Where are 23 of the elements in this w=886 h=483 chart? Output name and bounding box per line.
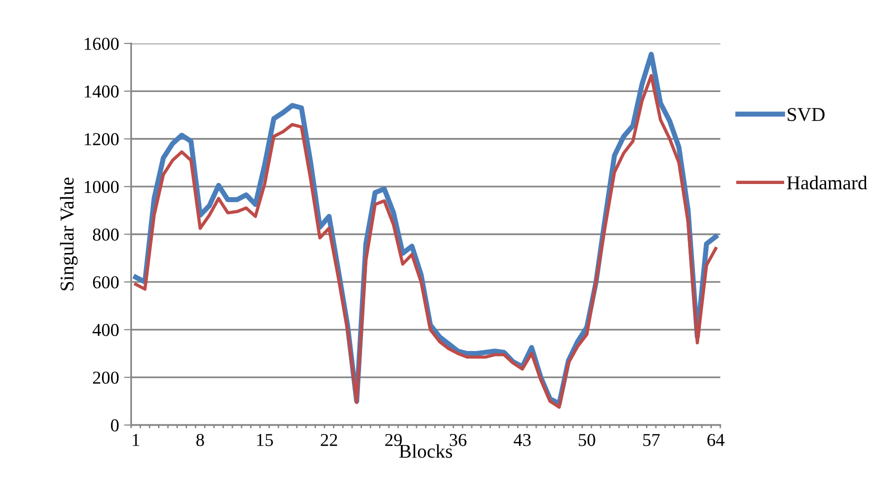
x-tick-label: 57 [643,434,660,446]
x-tick-label: 50 [578,434,596,446]
x-axis-title: Blocks [399,444,452,458]
y-tick-label: 600 [93,276,119,288]
x-tick-label: 36 [450,434,466,446]
legend-label: SVD [788,108,825,122]
y-axis-title: Singular Value [60,178,78,290]
y-tick-label: 0 [110,419,119,432]
legend-label: Hadamard [786,176,868,190]
x-tick-label: 64 [707,434,724,446]
y-tick-label: 200 [93,372,119,384]
x-tick-label: 1 [132,434,140,446]
y-tick-label: 1200 [84,133,119,146]
y-tick-label: 800 [92,228,119,241]
y-tick-label: 1600 [84,38,119,50]
y-tick-label: 1400 [84,85,119,98]
x-tick-label: 15 [257,434,273,446]
y-tick-label: 400 [92,324,119,336]
x-tick-label: 22 [320,434,338,446]
x-tick-label: 29 [385,434,402,446]
x-tick-label: 43 [514,434,531,446]
x-tick-label: 8 [196,434,204,446]
y-tick-label: 1000 [84,180,119,193]
